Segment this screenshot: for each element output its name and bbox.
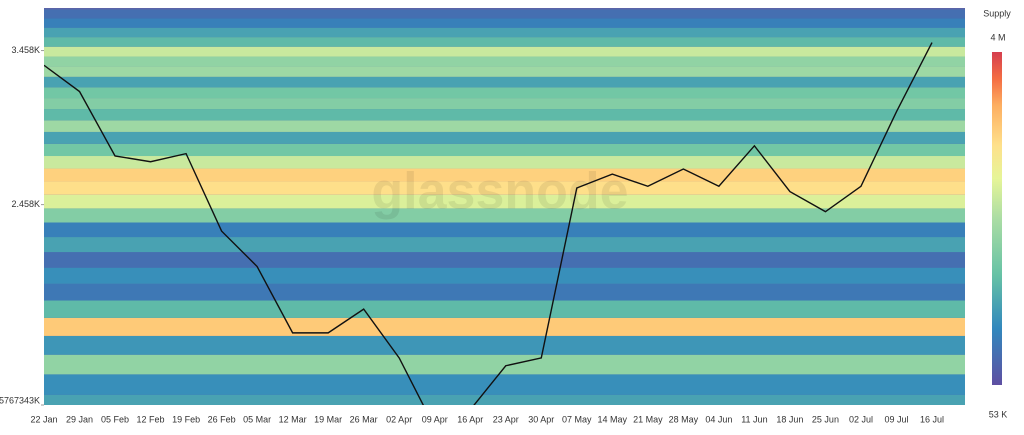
heatmap-band xyxy=(44,98,965,110)
heatmap-band xyxy=(44,131,965,144)
x-tick-label: 30 Apr xyxy=(528,414,554,424)
x-tick-label: 02 Apr xyxy=(386,414,412,424)
price-line xyxy=(44,42,933,405)
colorbar-tick-label: 4 M xyxy=(990,32,1005,42)
x-tick-label: 26 Feb xyxy=(208,414,236,424)
x-tick-label: 29 Jan xyxy=(66,414,93,424)
heatmap-band xyxy=(44,9,965,19)
heatmap-band xyxy=(44,168,965,182)
heatmap-band xyxy=(44,156,965,169)
y-tick-label: 2.458K xyxy=(11,199,40,209)
x-tick-label: 11 Jun xyxy=(741,414,767,424)
heatmap-band xyxy=(44,300,965,318)
x-tick-label: 19 Feb xyxy=(172,414,200,424)
heatmap-band xyxy=(44,208,965,223)
heatmap-band xyxy=(44,317,965,336)
heatmap-band xyxy=(44,76,965,88)
x-tick-label: 16 Apr xyxy=(457,414,483,424)
heatmap-band xyxy=(44,222,965,238)
heatmap-band xyxy=(44,18,965,28)
heatmap-band xyxy=(44,143,965,157)
x-tick-label: 28 May xyxy=(669,414,699,424)
y-tick-label: 1.5767343K xyxy=(0,395,40,405)
x-tick-label: 12 Feb xyxy=(137,414,165,424)
heatmap-band xyxy=(44,267,965,284)
heatmap-band xyxy=(44,109,965,121)
heatmap-band xyxy=(44,27,965,38)
heatmap-band xyxy=(44,335,965,355)
colorbar-tick-label: 53 K xyxy=(989,409,1008,419)
heatmap-band xyxy=(44,283,965,301)
y-tick-label: 3.458K xyxy=(11,45,40,55)
heatmap-band xyxy=(44,46,965,57)
heatmap-band xyxy=(44,37,965,47)
heatmap-band xyxy=(44,354,965,375)
x-tick-label: 07 May xyxy=(562,414,592,424)
x-tick-label: 04 Jun xyxy=(705,414,732,424)
colorbar xyxy=(992,52,1002,385)
heatmap-band xyxy=(44,252,965,268)
x-tick-label: 09 Jul xyxy=(884,414,908,424)
heatmap-band xyxy=(44,56,965,67)
x-tick-label: 23 Apr xyxy=(493,414,519,424)
x-tick-label: 25 Jun xyxy=(812,414,839,424)
colorbar-title: Supply xyxy=(983,8,1011,18)
x-tick-label: 16 Jul xyxy=(920,414,944,424)
x-tick-label: 05 Feb xyxy=(101,414,129,424)
x-tick-label: 21 May xyxy=(633,414,663,424)
x-tick-label: 09 Apr xyxy=(422,414,448,424)
watermark: glassnode xyxy=(371,163,628,221)
heatmap-band xyxy=(44,237,965,253)
x-tick-label: 12 Mar xyxy=(279,414,307,424)
heatmap-band xyxy=(44,394,965,405)
x-tick-label: 05 Mar xyxy=(243,414,271,424)
x-tick-label: 14 May xyxy=(598,414,628,424)
x-tick-label: 18 Jun xyxy=(776,414,803,424)
heatmap-band xyxy=(44,87,965,99)
heatmap-band xyxy=(44,194,965,209)
heatmap-band xyxy=(44,374,965,395)
x-tick-label: 26 Mar xyxy=(350,414,378,424)
x-tick-label: 22 Jan xyxy=(30,414,57,424)
heatmap-band xyxy=(44,66,965,77)
heatmap-band xyxy=(44,120,965,132)
heatmap-band xyxy=(44,181,965,195)
x-tick-label: 19 Mar xyxy=(314,414,342,424)
x-tick-label: 02 Jul xyxy=(849,414,873,424)
